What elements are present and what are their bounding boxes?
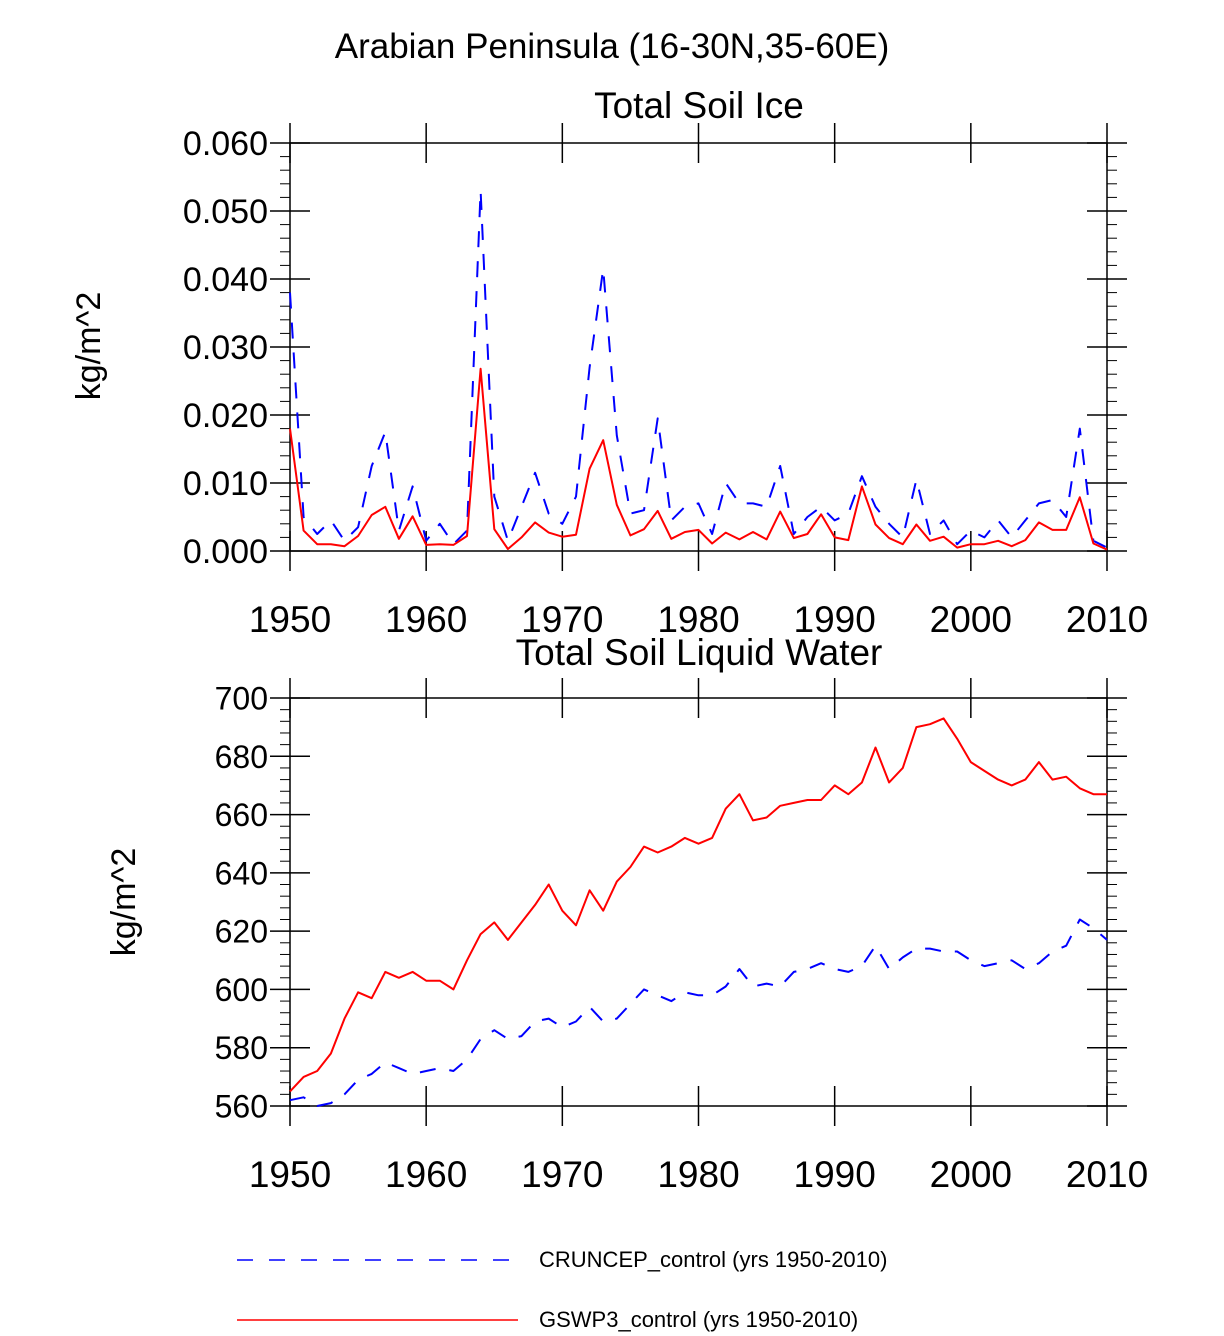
y-tick-label: 580: [215, 1030, 268, 1066]
x-tick-label: 1970: [521, 1154, 603, 1195]
legend-item-gswp3: GSWP3_control (yrs 1950-2010): [237, 1307, 858, 1332]
x-tick-label: 1970: [521, 599, 603, 640]
y-tick-label: 600: [215, 972, 268, 1008]
legend-item-cruncep: CRUNCEP_control (yrs 1950-2010): [237, 1247, 887, 1272]
x-tick-label: 1990: [794, 1154, 876, 1195]
y-tick-labels: 560 580 600 620 640 660 680 700: [215, 681, 268, 1125]
x-tick-label: 1960: [385, 1154, 467, 1195]
figure-title: Arabian Peninsula (16-30N,35-60E): [335, 27, 890, 66]
series-line-cruncep: [289, 918, 1108, 1107]
y-tick-label: 0.020: [183, 397, 268, 435]
y-tick-label: 0.030: [183, 329, 268, 367]
y-tick-label: 0.010: [183, 465, 268, 503]
y-axis-label: kg/m^2: [105, 848, 143, 957]
x-tick-label: 1950: [249, 599, 331, 640]
y-tick-labels: 0.000 0.010 0.020 0.030 0.040 0.050 0.060: [183, 125, 268, 571]
chart-panel-soil-ice: Total Soil Ice kg/m^2 0.0000.0100.0200.0…: [70, 85, 1148, 640]
y-tick-label: 680: [215, 739, 268, 775]
x-tick-label: 1950: [249, 1154, 331, 1195]
x-tick-labels: 1950 1960 1970 1980 1990 2000 2010: [249, 599, 1148, 640]
x-tick-label: 1980: [657, 1154, 739, 1195]
legend: CRUNCEP_control (yrs 1950-2010) GSWP3_co…: [237, 1247, 887, 1332]
x-tick-label: 1960: [385, 599, 467, 640]
chart-panel-soil-liquid-water: Total Soil Liquid Water kg/m^2 560 580 600…: [105, 632, 1148, 1195]
y-tick-label: 0.000: [183, 533, 268, 571]
x-tick-label: 2010: [1066, 1154, 1148, 1195]
series-line-gswp3: [289, 367, 1108, 551]
series-group: [289, 717, 1108, 1107]
y-tick-label: 0.040: [183, 261, 268, 299]
major-ticks: [270, 678, 1127, 1126]
series-line-cruncep: [289, 189, 1108, 549]
minor-ticks: [280, 156, 1117, 538]
x-tick-label: 2000: [930, 599, 1012, 640]
chart-title: Total Soil Liquid Water: [516, 632, 883, 673]
y-tick-label: 0.050: [183, 193, 268, 231]
x-tick-labels: 1950 1960 1970 1980 1990 2000 2010: [249, 1154, 1148, 1195]
y-tick-label: 640: [215, 855, 268, 891]
legend-label: CRUNCEP_control (yrs 1950-2010): [539, 1247, 887, 1272]
x-tick-label: 1980: [657, 599, 739, 640]
legend-label: GSWP3_control (yrs 1950-2010): [539, 1307, 858, 1332]
series-group: [289, 189, 1108, 551]
chart-title: Total Soil Ice: [594, 85, 804, 126]
y-tick-label: 700: [215, 681, 268, 717]
y-tick-label: 0.060: [183, 125, 268, 163]
y-tick-label: 660: [215, 797, 268, 833]
minor-ticks: [280, 709, 1117, 1095]
x-tick-label: 1990: [794, 599, 876, 640]
series-line-gswp3: [289, 717, 1107, 1093]
y-tick-label: 620: [215, 914, 268, 950]
x-tick-label: 2010: [1066, 599, 1148, 640]
plot-frame: [289, 697, 1108, 1107]
y-tick-label: 560: [215, 1089, 268, 1125]
x-tick-label: 2000: [930, 1154, 1012, 1195]
y-axis-label: kg/m^2: [70, 292, 108, 401]
